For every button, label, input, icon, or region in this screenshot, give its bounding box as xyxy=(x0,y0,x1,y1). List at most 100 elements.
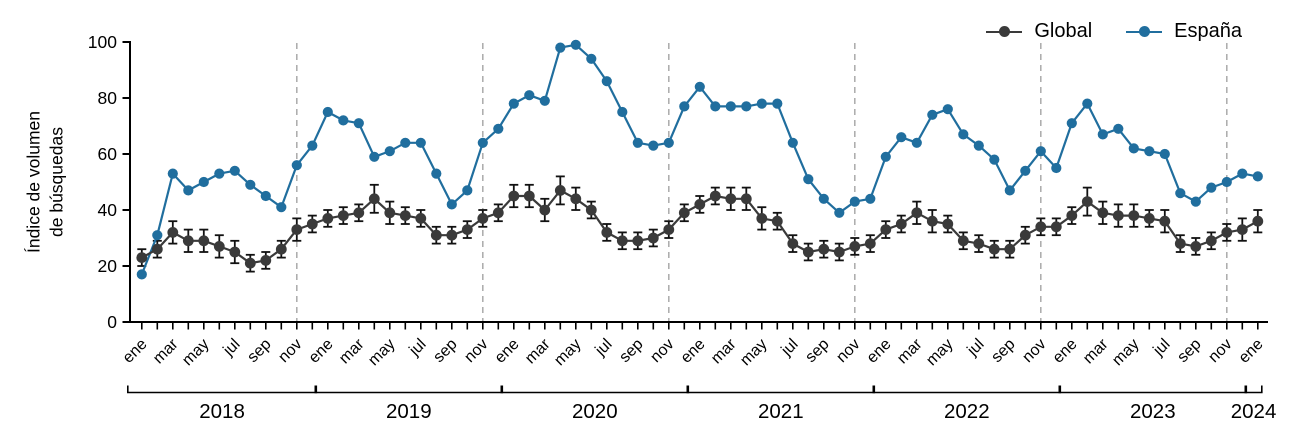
data-point-espaa xyxy=(958,129,969,140)
data-point-global xyxy=(1081,196,1093,208)
data-point-global xyxy=(942,218,954,230)
month-tick-label: nov xyxy=(833,336,863,366)
data-point-espaa xyxy=(834,207,845,218)
data-point-global xyxy=(663,224,675,236)
data-point-global xyxy=(477,213,489,224)
y-tick-label: 60 xyxy=(98,144,118,164)
data-point-global xyxy=(725,193,737,205)
data-point-espaa xyxy=(524,90,535,101)
legend-label-espana: España xyxy=(1174,20,1242,42)
month-tick-label: ene xyxy=(678,336,709,367)
data-point-global xyxy=(1019,229,1031,241)
month-tick-label: jul xyxy=(220,336,244,360)
data-point-global xyxy=(508,190,520,202)
y-tick-label: 20 xyxy=(98,256,118,276)
data-point-global xyxy=(492,207,504,219)
data-point-espaa xyxy=(136,269,147,280)
data-point-global xyxy=(818,243,830,255)
data-point-global xyxy=(1174,238,1186,250)
data-point-global xyxy=(136,252,148,263)
month-tick-label: ene xyxy=(492,336,523,367)
data-point-espaa xyxy=(369,151,380,162)
data-point-espaa xyxy=(431,168,442,179)
data-point-espaa xyxy=(617,106,628,118)
data-point-global xyxy=(973,238,985,250)
data-point-global xyxy=(647,232,659,244)
month-tick-label: mar xyxy=(336,335,368,367)
data-point-global xyxy=(1236,224,1248,236)
data-point-global xyxy=(570,193,582,205)
month-tick-label: sep xyxy=(430,336,460,366)
data-point-espaa xyxy=(338,115,349,126)
data-point-espaa xyxy=(927,109,938,120)
legend-label-global: Global xyxy=(1034,20,1093,42)
data-point-espaa xyxy=(942,104,953,115)
data-point-espaa xyxy=(245,179,256,190)
data-point-espaa xyxy=(214,168,225,179)
data-point-global xyxy=(384,207,396,219)
data-point-global xyxy=(353,207,365,219)
data-point-global xyxy=(911,207,923,219)
data-point-espaa xyxy=(462,185,473,196)
data-point-espaa xyxy=(772,98,783,109)
data-point-espaa xyxy=(1035,146,1046,157)
data-point-global xyxy=(740,193,752,205)
data-point-global xyxy=(771,215,783,227)
y-axis-title-line1: Índice de volumen xyxy=(23,110,44,254)
data-point-espaa xyxy=(152,230,163,241)
year-label: 2019 xyxy=(386,400,432,423)
data-point-global xyxy=(260,255,272,266)
data-point-global xyxy=(523,190,535,202)
data-point-espaa xyxy=(400,137,411,148)
month-tick-label: jul xyxy=(1150,336,1174,360)
data-point-espaa xyxy=(539,95,550,106)
month-tick-label: may xyxy=(365,336,398,369)
data-point-global xyxy=(275,243,287,255)
data-point-espaa xyxy=(865,193,876,204)
data-point-global xyxy=(322,213,334,224)
data-point-espaa xyxy=(911,137,922,148)
y-axis-title-line2: de búsquedas xyxy=(46,127,66,237)
y-tick-label: 100 xyxy=(88,32,117,52)
data-point-global xyxy=(1035,221,1047,233)
month-tick-label: nov xyxy=(461,336,491,366)
data-point-espaa xyxy=(1020,165,1031,176)
data-point-espaa xyxy=(1066,118,1077,129)
data-point-espaa xyxy=(818,193,829,204)
data-point-global xyxy=(1066,210,1078,222)
month-tick-label: mar xyxy=(522,335,554,367)
year-bracket xyxy=(314,385,504,394)
month-tick-label: jul xyxy=(778,336,802,360)
month-tick-label: sep xyxy=(988,336,1018,366)
espana-series-marker-icon xyxy=(1126,26,1163,38)
data-point-espaa xyxy=(663,137,674,148)
data-point-espaa xyxy=(384,146,395,157)
data-point-global xyxy=(446,229,458,241)
data-point-espaa xyxy=(322,106,333,118)
month-tick-label: sep xyxy=(802,336,832,366)
year-bracket xyxy=(1058,385,1248,394)
data-point-espaa xyxy=(1190,196,1201,207)
data-point-global xyxy=(756,213,768,224)
data-point-global xyxy=(833,246,845,258)
data-point-espaa xyxy=(973,140,984,151)
month-tick-label: nov xyxy=(275,336,305,366)
data-point-espaa xyxy=(1175,188,1186,199)
data-point-global xyxy=(415,213,427,224)
data-point-espaa xyxy=(632,137,643,148)
month-tick-label: ene xyxy=(864,336,895,367)
data-point-global xyxy=(1252,215,1264,227)
data-point-espaa xyxy=(446,199,457,210)
data-point-global xyxy=(306,218,318,230)
month-tick-label: sep xyxy=(616,336,646,366)
month-tick-label: ene xyxy=(1050,336,1081,367)
data-point-espaa xyxy=(1252,171,1263,182)
data-point-espaa xyxy=(1206,182,1217,193)
data-point-espaa xyxy=(694,81,705,92)
data-point-espaa xyxy=(229,165,240,176)
data-point-global xyxy=(244,257,256,269)
series-line-espaa xyxy=(140,43,1258,275)
data-point-espaa xyxy=(880,151,891,162)
data-point-global xyxy=(1159,215,1171,227)
